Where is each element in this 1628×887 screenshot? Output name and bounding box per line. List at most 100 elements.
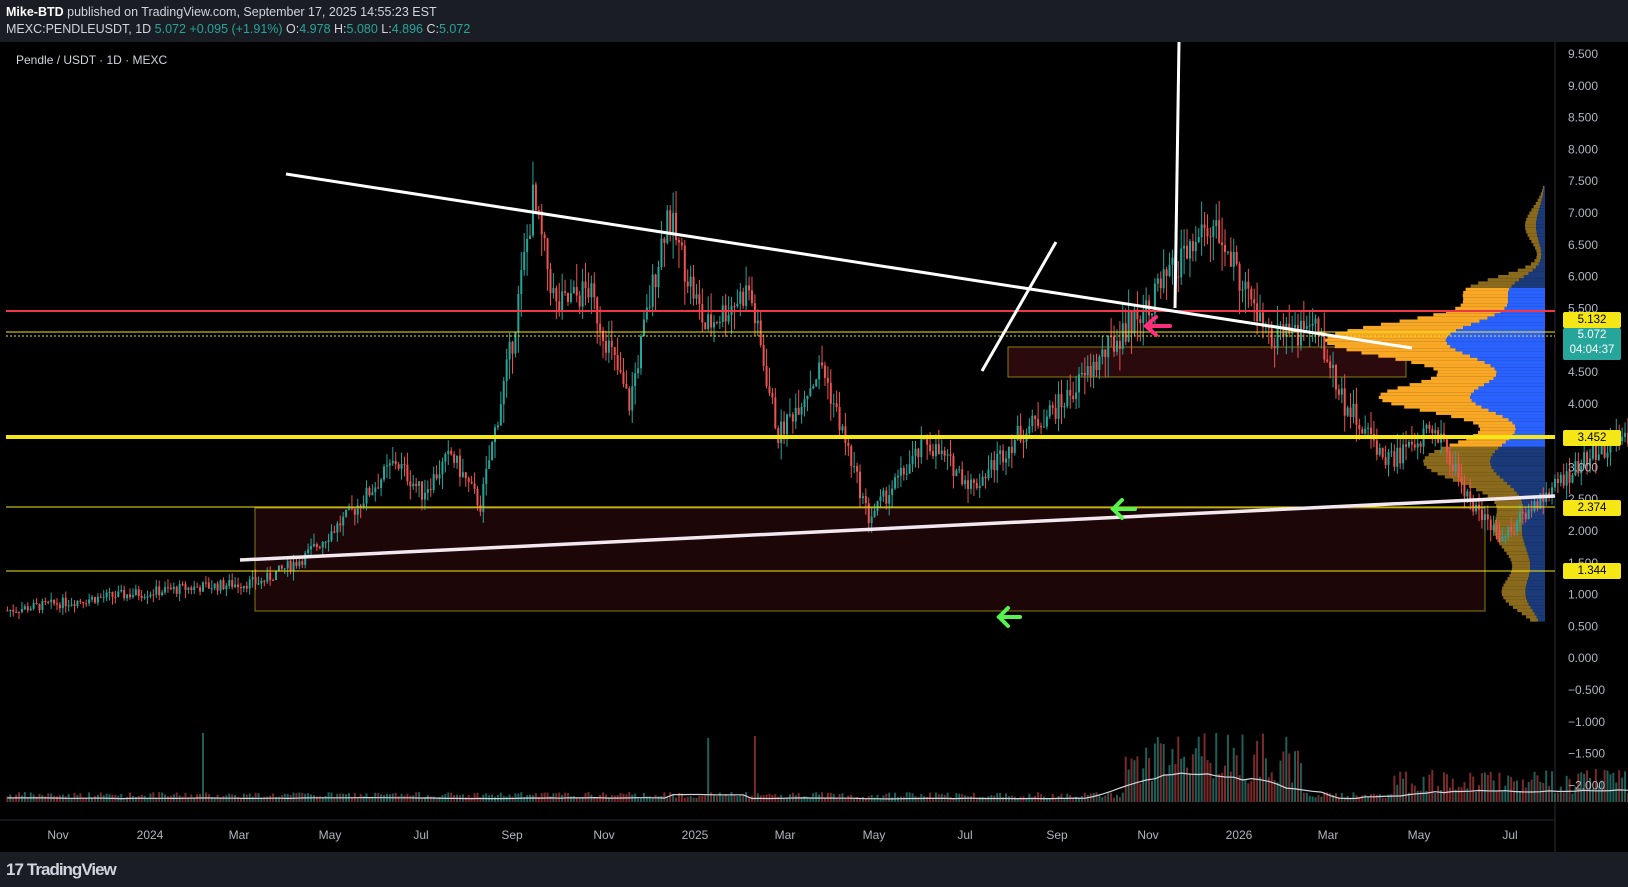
vertical-target-line[interactable] <box>1173 42 1181 309</box>
breakout-line[interactable] <box>980 241 1058 372</box>
profile-row-buy <box>1542 195 1545 199</box>
volume-bar <box>1118 797 1121 802</box>
candle-body <box>1215 220 1218 227</box>
candle-body <box>1480 509 1483 521</box>
chart-area[interactable]: 9.500 9.000 8.500 8.000 7.500 7.000 6.500 6.000… <box>0 42 1628 852</box>
candle-body <box>1095 361 1098 371</box>
profile-row-sell <box>1537 198 1542 202</box>
x-tick-label: 2026 <box>1226 828 1253 842</box>
profile-row-sell <box>1461 481 1508 485</box>
candle-body <box>1571 475 1574 483</box>
candle-body <box>166 587 169 589</box>
candle-body <box>38 603 41 611</box>
volume-bar <box>1191 754 1194 802</box>
price-chart[interactable]: 9.500 9.000 8.500 8.000 7.500 7.000 6.500 6.000… <box>0 42 1628 852</box>
volume-bar <box>1510 777 1513 802</box>
profile-row-sell <box>1533 243 1540 247</box>
volume-bar <box>1282 751 1285 802</box>
profile-row-sell <box>1465 287 1510 291</box>
candle-body <box>718 322 721 324</box>
price-axis[interactable] <box>1555 42 1628 852</box>
volume-bar <box>844 797 847 802</box>
descending-trendline[interactable] <box>285 172 1413 350</box>
profile-row-sell <box>1495 516 1523 520</box>
candle-body <box>1323 331 1326 360</box>
volume-bar <box>672 793 675 802</box>
ascending-trendline[interactable] <box>239 494 1556 562</box>
candle-body <box>269 572 272 580</box>
price-tag-last: 5.072 04:04:37 <box>1563 328 1621 360</box>
volume-bar <box>131 795 134 802</box>
supply-zone-box[interactable] <box>1007 346 1407 378</box>
candle-body <box>1133 309 1136 334</box>
candle-body <box>1232 251 1235 267</box>
profile-row-buy <box>1515 427 1545 431</box>
candle-body <box>41 601 44 611</box>
candle-body <box>315 544 318 548</box>
x-axis-labels: Nov 2024 Mar May Jul Sep Nov 2025 Mar May Jul Sep No… <box>47 828 1517 842</box>
candle-body <box>537 210 540 212</box>
profile-row-sell <box>1530 262 1539 266</box>
green-arrow-icon[interactable] <box>1110 498 1137 520</box>
profile-row-sell <box>1404 405 1482 409</box>
red-arrow-icon[interactable] <box>1143 315 1172 337</box>
candle-body <box>1156 278 1159 284</box>
candle-body <box>1142 309 1145 324</box>
candle-body <box>818 362 821 380</box>
author-name[interactable]: Mike-BTD <box>6 5 64 19</box>
candle-body <box>739 291 742 304</box>
volume-bar <box>1609 774 1612 802</box>
demand-zone-box[interactable] <box>254 507 1486 612</box>
volume-bar <box>184 793 187 802</box>
volume-bar <box>1267 777 1270 802</box>
symbol-label[interactable]: MEXC:PENDLEUSDT, 1D <box>6 22 152 36</box>
volume-bar <box>894 792 897 802</box>
candle-body <box>1241 289 1244 291</box>
profile-row-buy <box>1479 319 1545 323</box>
candle-body <box>467 478 470 482</box>
candle-body <box>184 584 187 590</box>
candle-body <box>1410 441 1413 445</box>
volume-bar <box>1483 772 1486 802</box>
candle-body <box>134 589 137 596</box>
candle-body <box>485 468 488 484</box>
candle-body <box>9 610 12 612</box>
volume-bar <box>666 796 669 802</box>
profile-row-sell <box>1535 246 1541 250</box>
y-tick-label: 5.500 <box>1568 301 1598 315</box>
candle-body <box>1326 359 1329 362</box>
green-arrow-icon[interactable] <box>996 606 1022 628</box>
candle-body <box>713 322 715 328</box>
candle-body <box>1229 251 1232 267</box>
candle-body <box>406 464 409 482</box>
candle-body <box>143 597 146 599</box>
volume-bar <box>1381 797 1384 802</box>
volume-bar <box>999 793 1002 802</box>
profile-row-buy <box>1450 332 1545 336</box>
candle-body <box>321 542 324 548</box>
candle-body <box>371 492 374 496</box>
volume-bar <box>312 795 315 802</box>
volume-bar <box>1028 793 1031 802</box>
volume-bar <box>1416 790 1419 802</box>
volume-bar <box>1256 740 1259 802</box>
profile-row-buy <box>1522 532 1545 536</box>
volume-bar <box>269 795 272 802</box>
volume-bar <box>549 796 552 802</box>
candle-body <box>625 383 628 389</box>
candle-body <box>905 473 908 475</box>
candle-body <box>1370 427 1372 434</box>
tradingview-logo[interactable]: 17 TradingView <box>6 860 120 880</box>
volume-bar <box>362 796 365 802</box>
candle-body <box>721 305 724 323</box>
volume-bar <box>645 796 648 802</box>
volume-bar <box>476 792 479 802</box>
x-tick-label: Mar <box>1318 828 1339 842</box>
profile-row-sell <box>1503 596 1527 600</box>
candle-body <box>753 303 756 324</box>
candle-body <box>1069 389 1072 396</box>
candle-body <box>558 301 561 311</box>
profile-row-sell <box>1524 224 1536 228</box>
volume-bar <box>1533 771 1536 802</box>
profile-row-buy <box>1445 338 1545 342</box>
